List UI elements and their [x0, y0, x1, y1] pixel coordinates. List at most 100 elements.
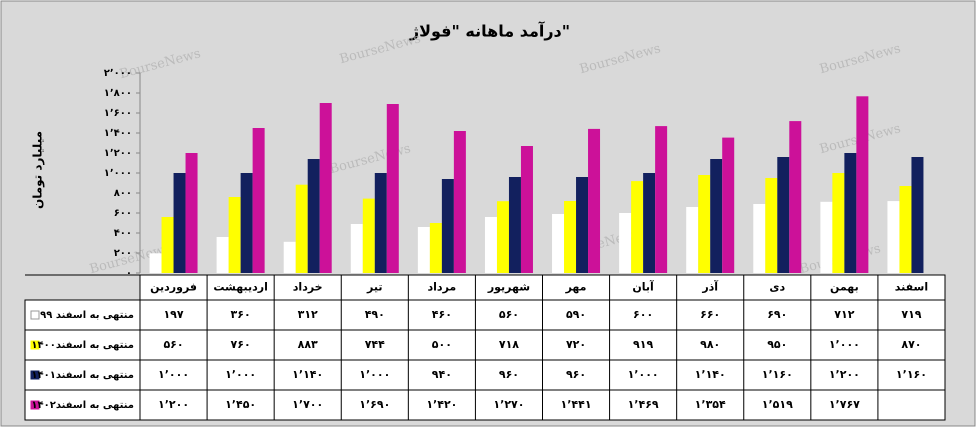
- table-value: ۱٬۴۲۰: [426, 398, 457, 411]
- bar: [832, 173, 845, 273]
- bar: [508, 177, 521, 273]
- table-value: ۹۵۰: [767, 338, 787, 351]
- y-tick-label: ۸۰۰: [114, 188, 132, 199]
- bar: [911, 157, 924, 273]
- table-value: ۹۶۰: [566, 368, 586, 381]
- legend-swatch: [30, 340, 40, 350]
- y-tick-label: ۱٬۶۰۰: [104, 108, 132, 119]
- table-value: ۴۶۰: [432, 308, 452, 321]
- chart-title: درآمد ماهانه "فولاژ": [409, 21, 570, 41]
- table-value: ۹۴۰: [432, 368, 452, 381]
- table-value: ۱٬۱۶۰: [762, 368, 793, 381]
- bar: [216, 237, 229, 273]
- table-value: ۶۹۰: [767, 308, 787, 321]
- table-value: ۱٬۰۰۰: [359, 368, 390, 381]
- table-value: ۷۱۹: [901, 308, 921, 321]
- bar: [173, 173, 186, 273]
- bar: [362, 198, 375, 273]
- legend-swatch: [30, 310, 40, 320]
- y-tick-label: ۶۰۰: [114, 208, 132, 219]
- table-value: ۱٬۱۶۰: [896, 368, 927, 381]
- table-value: ۶۰۰: [633, 308, 653, 321]
- bar: [453, 131, 466, 273]
- legend-label: منتهی به اسفند۱۴۰۲: [31, 400, 134, 411]
- table-value: ۱٬۰۰۰: [829, 338, 860, 351]
- bar: [283, 241, 296, 273]
- table-value: ۱٬۲۷۰: [493, 398, 524, 411]
- table-value: ۵۶۰: [499, 308, 519, 321]
- legend-swatch: [30, 400, 40, 410]
- table-value: ۱٬۰۰۰: [158, 368, 189, 381]
- table-value: ۵۹۰: [566, 308, 586, 321]
- bar: [722, 137, 735, 273]
- bar: [350, 224, 363, 273]
- bar: [228, 197, 241, 273]
- x-tick-label: بهمن: [830, 281, 859, 294]
- bar: [319, 103, 332, 273]
- x-tick-label: مرداد: [428, 281, 457, 294]
- table-value: ۱٬۷۶۷: [829, 398, 860, 411]
- bar: [149, 253, 162, 273]
- bar: [753, 204, 766, 273]
- table-value: ۷۲۰: [566, 338, 586, 351]
- bar: [789, 121, 802, 273]
- y-tick-label: ۲٬۰۰۰: [104, 68, 132, 79]
- bar: [576, 177, 589, 273]
- x-tick-label: مهر: [565, 281, 587, 294]
- table-value: ۳۱۲: [298, 308, 318, 321]
- bar: [643, 173, 656, 273]
- bar: [496, 201, 509, 273]
- table-value: ۷۱۸: [499, 338, 519, 351]
- table-value: ۵۶۰: [163, 338, 183, 351]
- bar: [844, 153, 857, 273]
- bar: [161, 217, 174, 273]
- bar: [777, 157, 790, 273]
- table-value: ۱٬۳۵۴: [695, 398, 726, 411]
- table-value: ۱٬۴۴۱: [561, 398, 592, 411]
- table-value: ۱٬۵۱۹: [762, 398, 793, 411]
- table-value: ۱٬۴۶۹: [628, 398, 659, 411]
- table-value: ۱٬۴۵۰: [225, 398, 256, 411]
- table-value: ۵۰۰: [432, 338, 452, 351]
- table-value: ۴۹۰: [365, 308, 385, 321]
- bar: [374, 173, 387, 273]
- table-value: ۳۶۰: [231, 308, 251, 321]
- y-tick-label: ۱٬۲۰۰: [104, 148, 132, 159]
- y-tick-label: ۱٬۰۰۰: [104, 168, 132, 179]
- table-value: ۸۷۰: [901, 338, 921, 351]
- y-tick-label: ۱٬۴۰۰: [104, 128, 132, 139]
- y-tick-label: ۲۰۰: [114, 248, 132, 259]
- bar: [252, 128, 265, 273]
- table-value: ۶۶۰: [700, 308, 720, 321]
- table-value: ۱٬۷۰۰: [292, 398, 323, 411]
- bar: [441, 179, 454, 273]
- bar: [631, 181, 644, 273]
- y-axis-label: میلیارد تومان: [31, 131, 46, 209]
- bar: [307, 159, 320, 273]
- bar: [710, 159, 723, 273]
- bar: [856, 96, 869, 273]
- table-value: ۷۶۰: [231, 338, 251, 351]
- bar: [899, 186, 912, 273]
- bar: [820, 201, 833, 273]
- bar: [386, 104, 399, 273]
- y-tick-label: ۴۰۰: [114, 228, 132, 239]
- legend-label: منتهی به اسفند۱۴۰۱: [31, 370, 134, 381]
- bar: [295, 184, 308, 273]
- table-value: ۱٬۱۴۰: [292, 368, 323, 381]
- table-value: ۷۱۲: [834, 308, 854, 321]
- x-tick-label: اردیبهشت: [213, 281, 267, 294]
- legend-label: منتهی به اسفند۱۴۰۰: [31, 340, 134, 351]
- legend-swatch: [30, 370, 40, 380]
- bar: [698, 175, 711, 273]
- bar: [765, 178, 778, 273]
- table-value: ۹۱۹: [633, 338, 653, 351]
- x-tick-label: فروردین: [150, 281, 197, 294]
- bar: [686, 207, 699, 273]
- bar: [588, 128, 601, 273]
- bar: [887, 201, 900, 273]
- table-value: ۱٬۰۰۰: [225, 368, 256, 381]
- x-tick-label: آذر: [701, 280, 718, 294]
- table-value: ۹۶۰: [499, 368, 519, 381]
